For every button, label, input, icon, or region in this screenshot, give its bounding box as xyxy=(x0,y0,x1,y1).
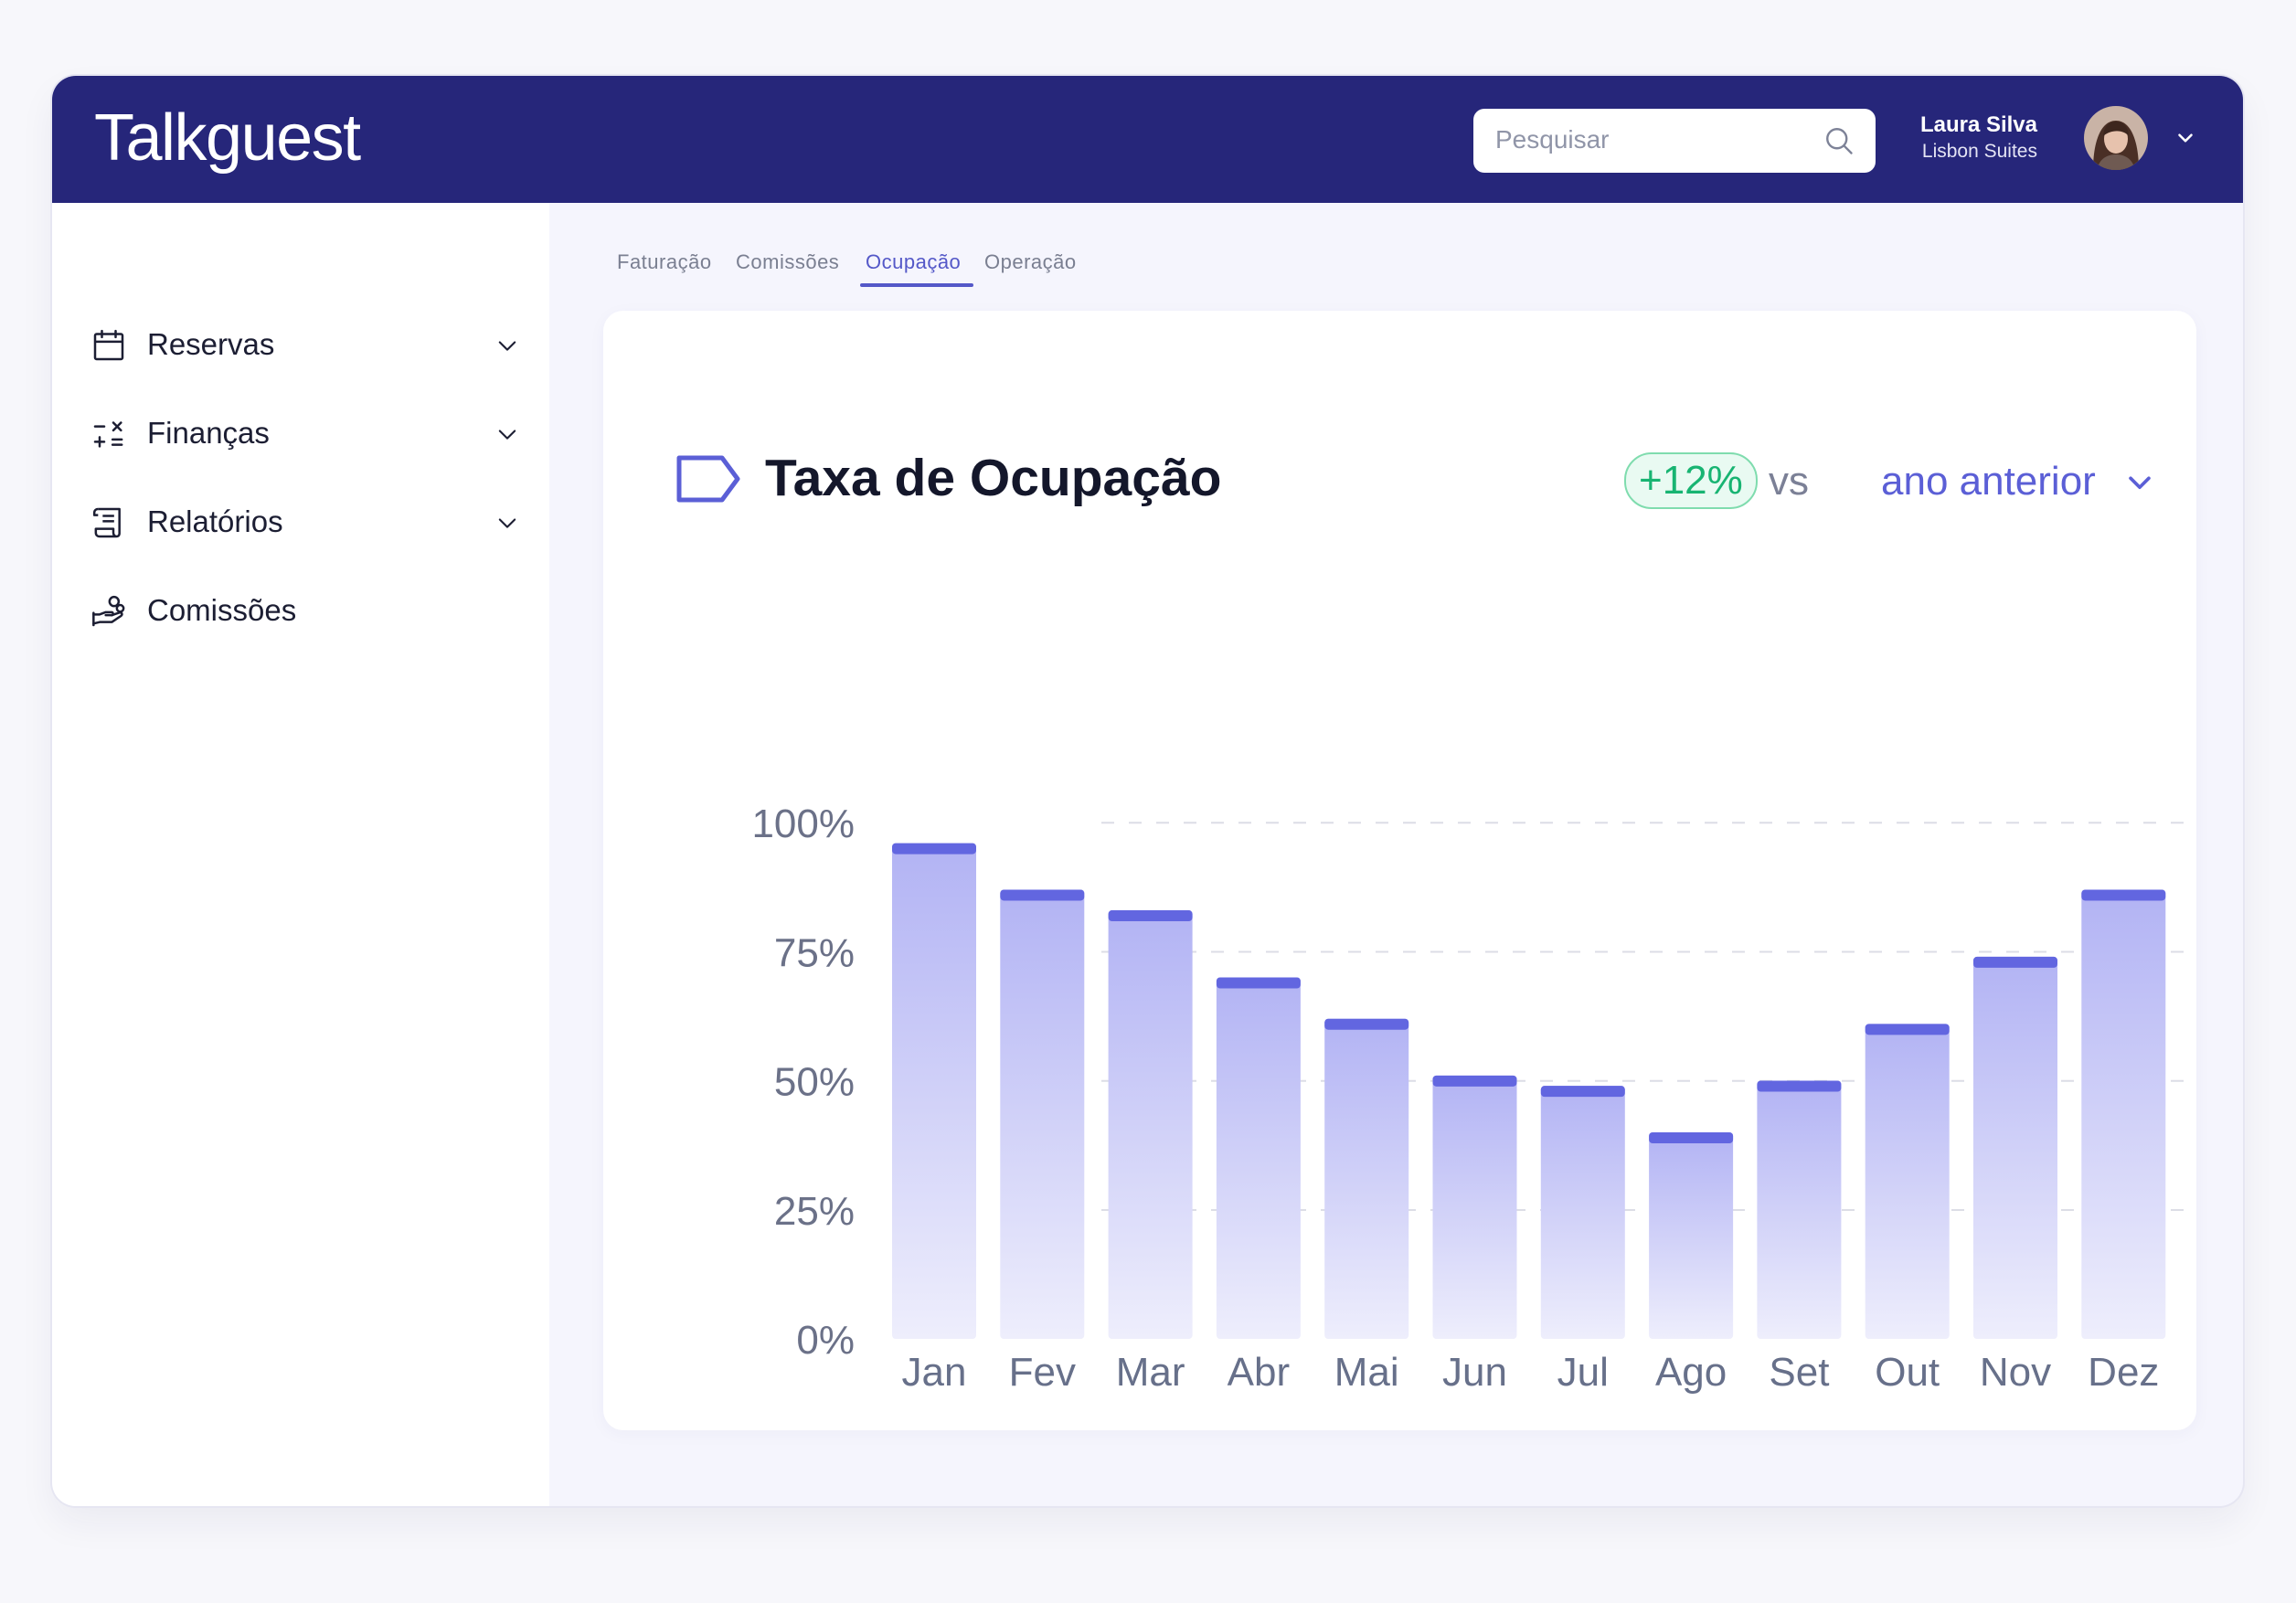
bar-body[interactable] xyxy=(1216,977,1301,1340)
y-tick-label: 50% xyxy=(774,1060,855,1105)
search-box[interactable]: Pesquisar xyxy=(1473,109,1876,173)
y-tick-label: 0% xyxy=(796,1318,855,1363)
bar-cap xyxy=(1757,1080,1842,1092)
x-tick-label: Nov xyxy=(1980,1350,2051,1395)
avatar[interactable] xyxy=(2084,106,2148,170)
bar-mai[interactable] xyxy=(1324,1018,1409,1339)
x-tick-label: Ago xyxy=(1655,1350,1727,1395)
x-tick-label: Out xyxy=(1875,1350,1940,1395)
bar-cap xyxy=(1540,1086,1625,1098)
sidebar-item-label: Reservas xyxy=(147,327,275,361)
y-tick-label: 25% xyxy=(774,1189,855,1234)
top-header: Talkguest Pesquisar Laura Silva Lisbon S… xyxy=(52,76,2243,203)
occupancy-bar-chart: 0% 25% 50% 75% 100% Jan Fev Mar Abr Mai Jun Jul Ago… xyxy=(751,802,2194,1395)
sidebar-item-reservas[interactable]: Reservas xyxy=(90,316,520,371)
bar-abr[interactable] xyxy=(1216,977,1301,1340)
bar-body[interactable] xyxy=(1432,1075,1517,1339)
card-title: Taxa de Ocupação xyxy=(765,449,1222,507)
bar-cap xyxy=(1000,889,1085,901)
bar-body[interactable] xyxy=(1108,910,1193,1339)
x-tick-label: Jul xyxy=(1557,1350,1609,1395)
calculator-icon xyxy=(93,421,123,448)
bar-body[interactable] xyxy=(1973,956,2057,1339)
bar-jul[interactable] xyxy=(1540,1086,1625,1339)
bar-body[interactable] xyxy=(1000,889,1085,1339)
y-tick-label: 75% xyxy=(774,930,855,975)
bar-body[interactable] xyxy=(2081,889,2166,1339)
tag-icon xyxy=(676,455,740,503)
bar-body[interactable] xyxy=(1649,1132,1734,1339)
vs-label: vs xyxy=(1769,459,1809,504)
x-tick-label: Mai xyxy=(1334,1350,1399,1395)
chevron-down-icon[interactable] xyxy=(494,421,520,447)
bar-cap xyxy=(2081,889,2166,901)
logo[interactable]: Talkguest xyxy=(94,101,361,175)
bar-cap xyxy=(1432,1075,1517,1087)
tab-comissoes[interactable]: Comissões xyxy=(736,250,840,273)
app-window: Talkguest Pesquisar Laura Silva Lisbon S… xyxy=(52,76,2243,1506)
bar-body[interactable] xyxy=(1324,1018,1409,1339)
comparison-period-select[interactable]: ano anterior xyxy=(1881,459,2096,504)
chevron-down-icon[interactable] xyxy=(494,510,520,536)
report-icon xyxy=(92,507,121,538)
tab-faturacao[interactable]: Faturação xyxy=(617,250,712,273)
bar-body[interactable] xyxy=(1757,1080,1842,1340)
x-tick-label: Dez xyxy=(2088,1350,2159,1395)
bar-body[interactable] xyxy=(1540,1086,1625,1339)
bar-mar[interactable] xyxy=(1108,910,1193,1339)
bar-cap xyxy=(1108,910,1193,922)
sidebar: Reservas Finanças xyxy=(52,203,549,1506)
sidebar-item-label: Comissões xyxy=(147,593,297,627)
sidebar-item-label: Finanças xyxy=(147,416,270,450)
bar-out[interactable] xyxy=(1865,1024,1950,1339)
sidebar-item-label: Relatórios xyxy=(147,504,283,538)
x-tick-label: Mar xyxy=(1116,1350,1185,1395)
bar-cap xyxy=(892,843,976,855)
user-name: Laura Silva xyxy=(1919,112,2037,137)
occupancy-card: Taxa de Ocupação +12% vs ano anterior 0%… xyxy=(603,311,2196,1430)
bar-cap xyxy=(1865,1024,1950,1035)
bar-jun[interactable] xyxy=(1432,1075,1517,1339)
hand-coins-icon xyxy=(92,595,125,627)
x-tick-label: Set xyxy=(1769,1350,1829,1395)
bar-cap xyxy=(1649,1132,1734,1143)
active-tab-indicator xyxy=(860,283,973,287)
bar-cap xyxy=(1973,956,2057,968)
tab-ocupacao[interactable]: Ocupação xyxy=(866,250,962,273)
sidebar-item-relatorios[interactable]: Relatórios xyxy=(90,494,520,548)
bar-body[interactable] xyxy=(892,843,976,1339)
bar-nov[interactable] xyxy=(1973,956,2057,1339)
y-tick-label: 100% xyxy=(751,802,855,846)
x-tick-label: Abr xyxy=(1228,1350,1290,1395)
bar-jan[interactable] xyxy=(892,843,976,1339)
x-tick-label: Fev xyxy=(1009,1350,1076,1395)
sidebar-item-financas[interactable]: Finanças xyxy=(90,405,520,460)
bar-cap xyxy=(1324,1018,1409,1030)
calendar-icon xyxy=(93,329,124,361)
sidebar-item-comissoes[interactable]: Comissões xyxy=(90,582,520,637)
chevron-down-icon[interactable] xyxy=(2174,126,2197,150)
x-tick-label: Jan xyxy=(902,1350,967,1395)
bar-ago[interactable] xyxy=(1649,1132,1734,1339)
bar-set[interactable] xyxy=(1757,1080,1842,1340)
chevron-down-icon[interactable] xyxy=(2124,468,2155,499)
search-icon[interactable] xyxy=(1823,124,1855,157)
change-badge: +12% xyxy=(1624,452,1758,509)
bar-dez[interactable] xyxy=(2081,889,2166,1339)
user-hotel: Lisbon Suites xyxy=(1921,141,2037,162)
x-tick-label: Jun xyxy=(1442,1350,1507,1395)
search-input[interactable]: Pesquisar xyxy=(1495,125,1610,154)
chevron-down-icon[interactable] xyxy=(494,333,520,358)
bar-cap xyxy=(1216,977,1301,989)
tab-operacao[interactable]: Operação xyxy=(984,250,1077,273)
bar-body[interactable] xyxy=(1865,1024,1950,1339)
bar-fev[interactable] xyxy=(1000,889,1085,1339)
